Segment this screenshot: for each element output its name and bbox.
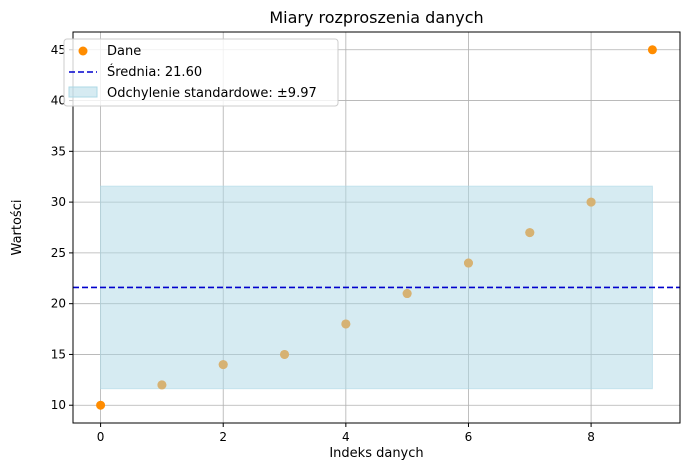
y-tick-label-45: 45 xyxy=(51,43,66,57)
y-tick-label-35: 35 xyxy=(51,144,66,158)
data-point-tint-5 xyxy=(402,289,412,299)
data-point-9 xyxy=(647,45,657,55)
x-tick-label-6: 6 xyxy=(465,430,473,444)
data-point-tint-1 xyxy=(157,380,167,390)
legend-box xyxy=(63,38,339,107)
data-point-tint-3 xyxy=(280,349,290,359)
y-tick-label-30: 30 xyxy=(51,195,66,209)
data-point-0 xyxy=(96,400,106,410)
data-point-tint-8 xyxy=(586,197,596,207)
legend-marker-std xyxy=(68,86,98,98)
chart-title: Miary rozproszenia danych xyxy=(269,8,483,27)
legend-marker-data xyxy=(78,46,88,56)
data-points xyxy=(96,45,657,410)
data-point-tint-7 xyxy=(525,228,535,238)
y-axis-label: Wartości xyxy=(10,200,25,256)
data-point-tint-2 xyxy=(218,360,228,370)
x-tick-label-2: 2 xyxy=(219,430,227,444)
y-tick-label-40: 40 xyxy=(51,94,66,108)
data-point-tint-4 xyxy=(341,319,351,329)
axes-frame xyxy=(72,31,681,424)
legend-label-mean: Średnia: 21.60 xyxy=(107,64,202,80)
axis-ticks: 0 2 4 6 8 10 15 20 25 30 35 40 45 xyxy=(51,43,595,444)
y-tick-label-25: 25 xyxy=(51,246,66,260)
x-axis-label: Indeks danych xyxy=(329,446,423,461)
y-tick-label-10: 10 xyxy=(51,398,66,412)
legend-label-std: Odchylenie standardowe: ±9.97 xyxy=(107,86,317,101)
y-tick-label-15: 15 xyxy=(51,347,66,361)
x-tick-label-4: 4 xyxy=(342,430,350,444)
legend-label-data: Dane xyxy=(107,44,141,59)
x-tick-label-8: 8 xyxy=(587,430,595,444)
y-tick-label-20: 20 xyxy=(51,297,66,311)
data-point-tint-6 xyxy=(463,258,473,268)
legend: Dane Średnia: 21.60 Odchylenie standardo… xyxy=(63,38,339,107)
x-tick-label-0: 0 xyxy=(97,430,105,444)
